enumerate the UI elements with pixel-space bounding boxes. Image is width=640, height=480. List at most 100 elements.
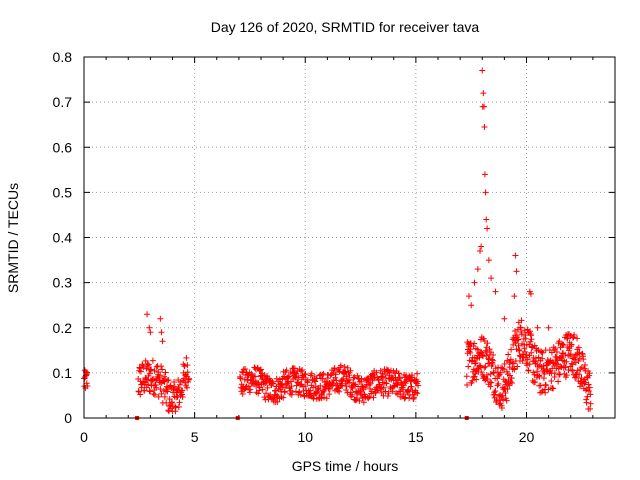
- data-point: [166, 395, 173, 402]
- y-axis-label: SRMTID / TECUs: [5, 183, 21, 293]
- data-point: [365, 395, 372, 402]
- x-tick-label: 5: [191, 429, 199, 445]
- data-point: [147, 329, 154, 336]
- data-point: [346, 376, 353, 383]
- data-point: [144, 362, 151, 369]
- data-point: [575, 344, 582, 351]
- data-point: [310, 384, 317, 391]
- data-points: [81, 67, 594, 420]
- data-point: [467, 346, 474, 353]
- data-point: [135, 388, 142, 395]
- data-point: [513, 268, 520, 275]
- data-point: [527, 290, 534, 297]
- data-point: [469, 357, 476, 364]
- data-point: [562, 364, 569, 371]
- data-point: [289, 389, 296, 396]
- data-point: [276, 376, 283, 383]
- data-point: [511, 293, 518, 300]
- y-tick-label: 0.2: [53, 320, 73, 336]
- data-point: [145, 381, 152, 388]
- data-point: [492, 288, 499, 295]
- data-point: [395, 370, 402, 377]
- data-point: [326, 391, 333, 398]
- data-point: [504, 386, 511, 393]
- x-tick-label: 10: [297, 429, 313, 445]
- data-point: [171, 378, 178, 385]
- data-point: [320, 370, 327, 377]
- x-tick-label: 15: [408, 429, 424, 445]
- data-point: [179, 387, 186, 394]
- data-point: [153, 363, 160, 370]
- data-point: [499, 392, 506, 399]
- data-point: [469, 377, 476, 384]
- data-point: [184, 369, 191, 376]
- data-point: [482, 363, 489, 370]
- data-point: [170, 386, 177, 393]
- data-point: [463, 373, 470, 380]
- data-point: [483, 216, 490, 223]
- data-point: [370, 394, 377, 401]
- data-point: [147, 388, 154, 395]
- data-point: [582, 379, 589, 386]
- data-point: [465, 363, 472, 370]
- data-point: [312, 378, 319, 385]
- data-point: [295, 374, 302, 381]
- data-point: [286, 373, 293, 380]
- data-point: [488, 379, 495, 386]
- data-point: [143, 365, 150, 372]
- data-point: [490, 351, 497, 358]
- data-point: [491, 391, 498, 398]
- data-point: [481, 103, 488, 110]
- data-point: [323, 395, 330, 402]
- data-point: [569, 367, 576, 374]
- data-point: [148, 366, 155, 373]
- data-point: [562, 351, 569, 358]
- data-point: [142, 357, 149, 364]
- data-point: [360, 399, 367, 406]
- data-point: [574, 335, 581, 342]
- data-point: [480, 90, 487, 97]
- data-point: [346, 379, 353, 386]
- data-point: [385, 390, 392, 397]
- data-point: [512, 252, 519, 259]
- data-point: [171, 383, 178, 390]
- data-point: [478, 243, 485, 250]
- data-point: [522, 348, 529, 355]
- data-point: [569, 334, 576, 341]
- data-point: [158, 363, 165, 370]
- data-point: [299, 366, 306, 373]
- data-point: [468, 302, 475, 309]
- data-point: [508, 346, 515, 353]
- data-point: [145, 361, 152, 368]
- data-point: [550, 385, 557, 392]
- data-point: [382, 388, 389, 395]
- data-point: [485, 355, 492, 362]
- data-point: [539, 349, 546, 356]
- data-point: [317, 382, 324, 389]
- data-point: [507, 378, 514, 385]
- data-point: [484, 225, 491, 232]
- data-point: [163, 399, 170, 406]
- data-point: [350, 381, 357, 388]
- data-point: [162, 369, 169, 376]
- data-point: [157, 386, 164, 393]
- data-point: [495, 380, 502, 387]
- data-point: [308, 370, 315, 377]
- data-point: [149, 357, 156, 364]
- data-point: [186, 375, 193, 382]
- data-point: [179, 394, 186, 401]
- data-point: [576, 371, 583, 378]
- tick-labels: 0 0.1 0.2 0.3 0.4 0.5 0.6 0.7 0.8 0 5 10 15 20: [53, 49, 535, 445]
- data-point: [174, 393, 181, 400]
- data-point: [349, 391, 356, 398]
- data-point: [146, 387, 153, 394]
- data-point: [551, 370, 558, 377]
- data-point: [405, 386, 412, 393]
- data-point: [143, 384, 150, 391]
- data-point: [484, 340, 491, 347]
- data-point: [542, 389, 549, 396]
- data-point: [505, 351, 512, 358]
- data-point: [380, 384, 387, 391]
- data-point: [535, 354, 542, 361]
